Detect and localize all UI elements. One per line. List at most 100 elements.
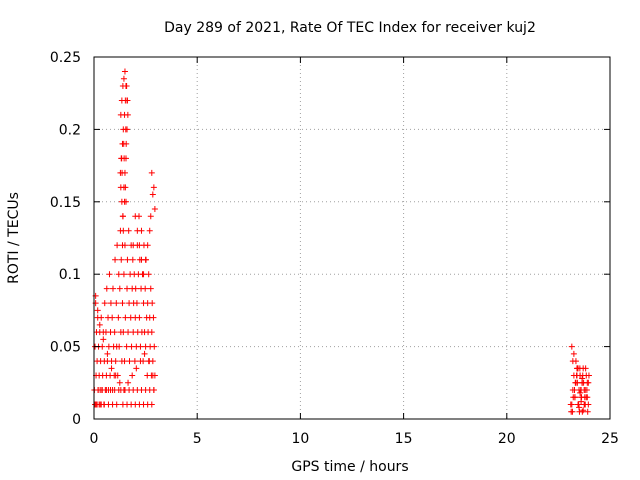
- data-point: [122, 184, 129, 191]
- data-point: [116, 379, 123, 386]
- data-point: [585, 372, 592, 379]
- data-point: [99, 343, 106, 350]
- data-point: [568, 343, 575, 350]
- data-point: [116, 285, 123, 292]
- data-points: [91, 68, 592, 415]
- data-point: [120, 227, 127, 234]
- y-tick-label: 0.15: [50, 195, 81, 211]
- data-point: [571, 387, 578, 394]
- data-point: [572, 358, 579, 365]
- data-point: [141, 350, 148, 357]
- data-point: [578, 398, 585, 405]
- data-point: [150, 184, 157, 191]
- y-tick-label: 0.1: [59, 267, 81, 283]
- data-point: [112, 358, 119, 365]
- x-tick-label: 20: [498, 431, 516, 447]
- data-point: [112, 256, 119, 263]
- data-point: [100, 336, 107, 343]
- data-point: [151, 206, 158, 213]
- data-point: [148, 329, 155, 336]
- data-point: [136, 314, 143, 321]
- data-point: [584, 379, 591, 386]
- data-point: [125, 227, 132, 234]
- data-point: [148, 401, 155, 408]
- data-point: [112, 372, 119, 379]
- data-point: [140, 271, 147, 278]
- data-point: [108, 365, 115, 372]
- y-tick-label: 0: [72, 412, 81, 428]
- grid-lines: [94, 57, 610, 419]
- data-point: [149, 372, 156, 379]
- data-point: [584, 408, 591, 415]
- data-point: [119, 242, 126, 249]
- data-point: [98, 314, 105, 321]
- data-point: [116, 343, 123, 350]
- data-point: [119, 300, 126, 307]
- data-point: [581, 387, 588, 394]
- data-point: [131, 358, 138, 365]
- data-point: [126, 358, 133, 365]
- y-axis-label: ROTI / TECUs: [6, 192, 22, 284]
- data-point: [579, 375, 586, 382]
- data-point: [122, 314, 129, 321]
- data-point: [151, 343, 158, 350]
- data-point: [124, 97, 131, 104]
- data-point: [579, 408, 586, 415]
- x-tick-label: 0: [90, 431, 99, 447]
- axis-ticks: 0 5 10 15 20 25 0 0.05 0.1 0.15 0.2 0.25: [50, 50, 619, 447]
- data-point: [124, 111, 131, 118]
- data-point: [576, 404, 583, 411]
- data-point: [120, 271, 127, 278]
- data-point: [150, 314, 157, 321]
- data-point: [137, 358, 144, 365]
- data-point: [96, 321, 103, 328]
- data-point: [577, 389, 584, 396]
- data-point: [123, 140, 130, 147]
- data-point: [94, 307, 101, 314]
- x-tick-label: 15: [395, 431, 413, 447]
- data-point: [124, 256, 131, 263]
- data-point: [123, 82, 130, 89]
- x-axis-label: GPS time / hours: [291, 459, 408, 475]
- data-point: [575, 365, 582, 372]
- y-tick-label: 0.05: [50, 340, 81, 356]
- data-point: [129, 372, 136, 379]
- data-point: [136, 242, 143, 249]
- x-tick-label: 5: [193, 431, 202, 447]
- x-tick-label: 25: [601, 431, 619, 447]
- data-point: [109, 285, 116, 292]
- y-tick-label: 0.2: [59, 122, 81, 138]
- data-point: [121, 198, 128, 205]
- data-point: [147, 285, 154, 292]
- data-point: [119, 213, 126, 220]
- data-point: [121, 68, 128, 75]
- data-point: [145, 358, 152, 365]
- data-point: [580, 407, 587, 414]
- data-point: [130, 242, 137, 249]
- data-point: [114, 242, 121, 249]
- data-point: [133, 365, 140, 372]
- data-point: [107, 300, 114, 307]
- data-point: [138, 256, 145, 263]
- data-point: [568, 401, 575, 408]
- data-point: [106, 271, 113, 278]
- data-point: [103, 285, 110, 292]
- data-point: [124, 285, 131, 292]
- data-point: [109, 314, 116, 321]
- data-point: [104, 350, 111, 357]
- data-point: [569, 408, 576, 415]
- data-point: [111, 329, 118, 336]
- data-point: [132, 213, 139, 220]
- data-point: [113, 401, 120, 408]
- data-point: [571, 394, 578, 401]
- data-point: [132, 285, 139, 292]
- data-point: [120, 387, 127, 394]
- y-tick-label: 0.25: [50, 50, 81, 66]
- data-point: [585, 401, 592, 408]
- data-point: [101, 300, 108, 307]
- data-point: [145, 271, 152, 278]
- data-point: [121, 169, 128, 176]
- data-point: [137, 343, 144, 350]
- data-point: [118, 256, 125, 263]
